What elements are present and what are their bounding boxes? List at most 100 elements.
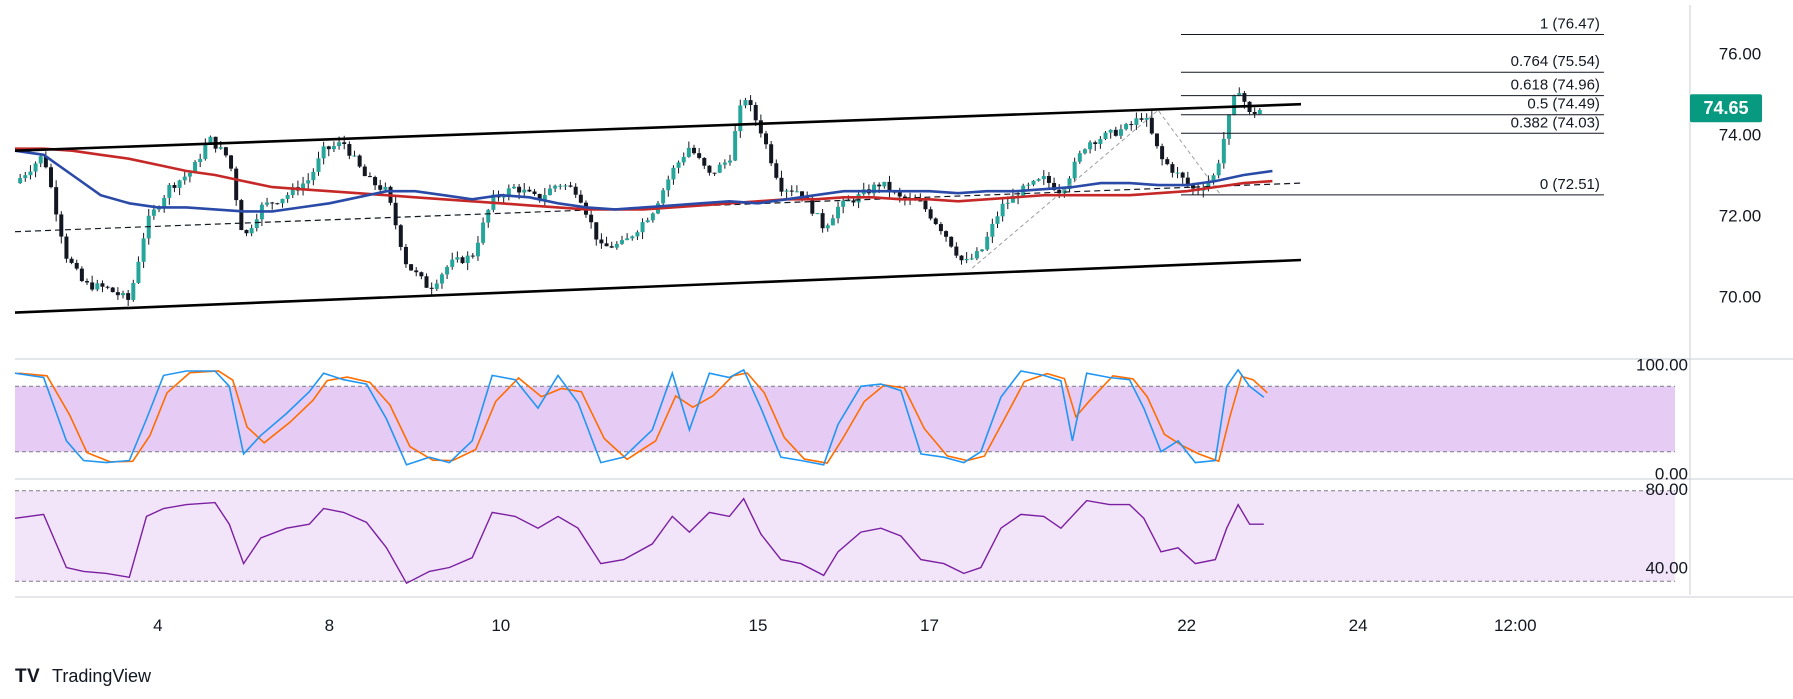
candle-body: [337, 142, 342, 147]
grid-layer: [15, 5, 1793, 598]
candle-body: [347, 144, 352, 156]
time-axis-tick-label: 15: [749, 616, 768, 635]
candle-body: [974, 251, 979, 259]
candle-body: [208, 136, 213, 145]
candle-body: [398, 225, 403, 247]
candle-body: [954, 246, 959, 256]
candle-body: [1088, 142, 1093, 150]
candle: [959, 255, 964, 265]
candle-body: [563, 185, 568, 187]
candle: [692, 144, 697, 155]
candle-body: [378, 185, 383, 190]
candle: [316, 151, 321, 176]
candle: [568, 181, 573, 188]
candle-body: [1226, 114, 1231, 139]
candle-body: [414, 270, 419, 273]
candle-body: [1046, 175, 1051, 183]
candle: [347, 141, 352, 160]
candle: [49, 163, 54, 189]
candle: [121, 290, 126, 299]
candle: [671, 165, 676, 185]
candle-body: [558, 185, 563, 187]
candle: [223, 146, 228, 158]
candle: [85, 278, 90, 286]
rsi-pane: [14, 497, 1264, 585]
candle-body: [1103, 132, 1108, 140]
candle-body: [306, 180, 311, 184]
candle: [666, 175, 671, 197]
candle: [784, 188, 789, 199]
candle-body: [1232, 95, 1237, 115]
candle: [434, 279, 439, 291]
candle-body: [578, 194, 583, 203]
candle: [79, 266, 84, 283]
candle-body: [69, 258, 74, 263]
candle-body: [486, 209, 491, 223]
candle-body: [542, 195, 547, 201]
candle: [1088, 140, 1093, 154]
candle: [697, 148, 702, 160]
candle: [506, 184, 511, 201]
candle: [285, 192, 290, 203]
candle-body: [1206, 181, 1211, 189]
candle-body: [234, 168, 239, 201]
candle-body: [609, 246, 614, 248]
candle: [882, 181, 887, 189]
candle: [198, 153, 203, 168]
candle: [841, 198, 846, 214]
candle-body: [964, 258, 969, 261]
candle: [126, 289, 131, 307]
candle: [69, 256, 74, 265]
candle-body: [151, 209, 156, 216]
price-axis-tick-label: 72.00: [1719, 206, 1762, 225]
candle: [38, 155, 43, 168]
candle-body: [1134, 118, 1139, 125]
candle-body: [357, 155, 362, 167]
candle: [599, 233, 604, 249]
candle: [239, 198, 244, 231]
candle: [980, 249, 985, 252]
time-axis-tick-label: 12:00: [1494, 616, 1537, 635]
time-axis-tick-label: 4: [153, 616, 162, 635]
candle: [352, 150, 357, 157]
candle-body: [1257, 110, 1262, 114]
candle: [460, 255, 465, 265]
candle-body: [877, 184, 882, 187]
tradingview-logo[interactable]: T V TradingView: [15, 666, 152, 687]
candle: [964, 252, 969, 264]
candle: [1103, 131, 1108, 141]
candle: [764, 130, 769, 149]
candle: [722, 159, 727, 169]
candle-body: [692, 147, 697, 154]
candle: [465, 251, 470, 271]
candle: [887, 175, 892, 199]
candle-body: [383, 186, 388, 190]
candle: [990, 218, 995, 244]
candle-body: [836, 206, 841, 219]
candle: [1226, 114, 1231, 145]
candle: [1257, 107, 1262, 115]
candle: [645, 217, 650, 223]
price-overlays: [14, 102, 1302, 314]
candle: [1129, 121, 1134, 131]
candle-body: [594, 222, 599, 240]
candle: [141, 232, 146, 269]
candle-body: [619, 240, 624, 244]
candle-body: [177, 180, 182, 188]
candle-body: [769, 144, 774, 164]
candle-body: [193, 162, 198, 173]
candle-body: [1098, 139, 1103, 145]
candle: [553, 184, 558, 193]
candle: [1113, 126, 1118, 137]
candle-body: [85, 281, 90, 283]
candle-body: [239, 200, 244, 231]
candle-body: [285, 194, 290, 199]
candle-body: [455, 257, 460, 260]
candle-body: [645, 220, 650, 223]
candle-body: [511, 186, 516, 189]
candle: [301, 176, 306, 196]
candle-body: [439, 274, 444, 284]
candle-body: [537, 194, 542, 201]
candle: [59, 211, 64, 244]
